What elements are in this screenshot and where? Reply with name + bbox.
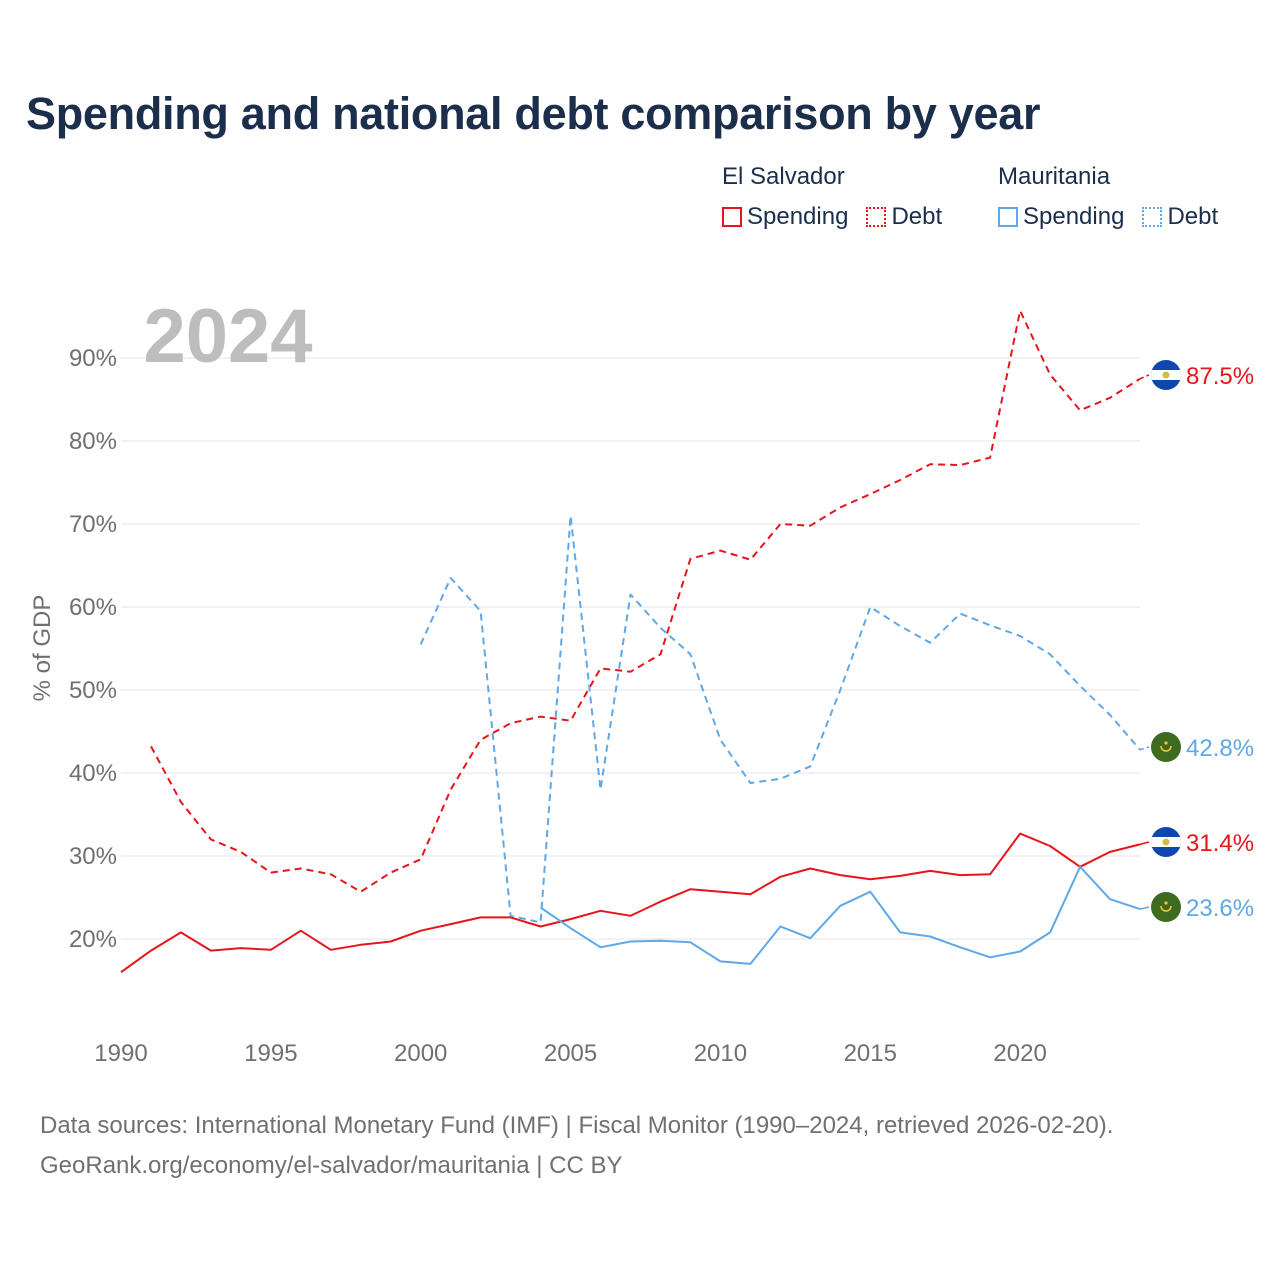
x-tick-label: 2020 (993, 1040, 1046, 1067)
legend-group-mauritania: Mauritania Spending Debt (998, 162, 1218, 231)
x-tick-label: 2010 (694, 1040, 747, 1067)
legend-label: Spending (747, 203, 849, 230)
end-value-label: 87.5% (1186, 363, 1254, 390)
legend-label: Debt (1167, 203, 1219, 230)
leader-line (1139, 841, 1150, 846)
legend-country-el-salvador: El Salvador (722, 163, 845, 190)
chart-title: Spending and national debt comparison by… (26, 88, 1041, 139)
x-tick-label: 2015 (844, 1040, 897, 1067)
legend-item-el-salvador-spending[interactable]: Spending (722, 203, 848, 231)
y-tick-label: 60% (69, 594, 117, 621)
y-tick-label: 50% (69, 677, 117, 704)
legend-label: Debt (891, 203, 943, 230)
legend-group-el-salvador: El Salvador Spending Debt (722, 162, 942, 231)
mauritania-flag-icon (1151, 732, 1181, 762)
legend-item-mauritania-spending[interactable]: Spending (998, 203, 1124, 231)
y-tick-label: 20% (69, 926, 117, 953)
year-label: 2024 (143, 294, 312, 379)
x-tick-label: 2000 (394, 1040, 447, 1067)
y-tick-label: 30% (69, 843, 117, 870)
y-tick-label: 80% (69, 428, 117, 455)
legend-swatch-solid-icon (722, 207, 742, 227)
attribution-link[interactable]: GeoRank.org/economy/el-salvador/mauritan… (40, 1152, 623, 1179)
legend-item-mauritania-debt[interactable]: Debt (1142, 203, 1218, 231)
leader-line (1139, 906, 1150, 910)
y-tick-label: 40% (69, 760, 117, 787)
x-tick-label: 2005 (544, 1040, 597, 1067)
el-salvador-flag-icon (1151, 360, 1181, 390)
series-lines (120, 309, 1141, 974)
line-el-salvador-debt (150, 309, 1141, 893)
y-axis-label: % of GDP (29, 595, 56, 702)
leader-line (1139, 374, 1150, 380)
line-el-salvador-spending (120, 832, 1141, 974)
x-tick-label: 1995 (244, 1040, 297, 1067)
end-value-label: 23.6% (1186, 895, 1254, 922)
grid-lines (121, 357, 1140, 940)
x-tick-label: 1990 (94, 1040, 147, 1067)
mauritania-flag-icon (1151, 892, 1181, 922)
legend-swatch-dotted-icon (1142, 207, 1163, 227)
leader-line (1139, 746, 1150, 751)
end-value-label: 42.8% (1186, 735, 1254, 762)
line-mauritania-spending (540, 865, 1141, 965)
y-axis: 20% 30% 40% 50% 60% 70% 80% 90% (69, 345, 117, 953)
legend-item-el-salvador-debt[interactable]: Debt (866, 203, 942, 231)
y-tick-label: 90% (69, 345, 117, 372)
data-sources-text: Data sources: International Monetary Fun… (40, 1112, 1114, 1139)
el-salvador-flag-icon (1151, 827, 1181, 857)
x-axis: 1990 1995 2000 2005 2010 2015 2020 (94, 1040, 1047, 1067)
legend-swatch-solid-icon (998, 207, 1018, 227)
y-tick-label: 70% (69, 511, 117, 538)
legend-label: Spending (1023, 203, 1125, 230)
end-value-label: 31.4% (1186, 830, 1254, 857)
legend-country-mauritania: Mauritania (998, 163, 1111, 190)
end-labels: 87.5% 42.8% 31.4% 23.6% (1139, 360, 1254, 922)
legend-swatch-dotted-icon (866, 207, 887, 227)
line-mauritania-debt (419, 514, 1141, 924)
footer: Data sources: International Monetary Fun… (40, 1106, 1113, 1186)
